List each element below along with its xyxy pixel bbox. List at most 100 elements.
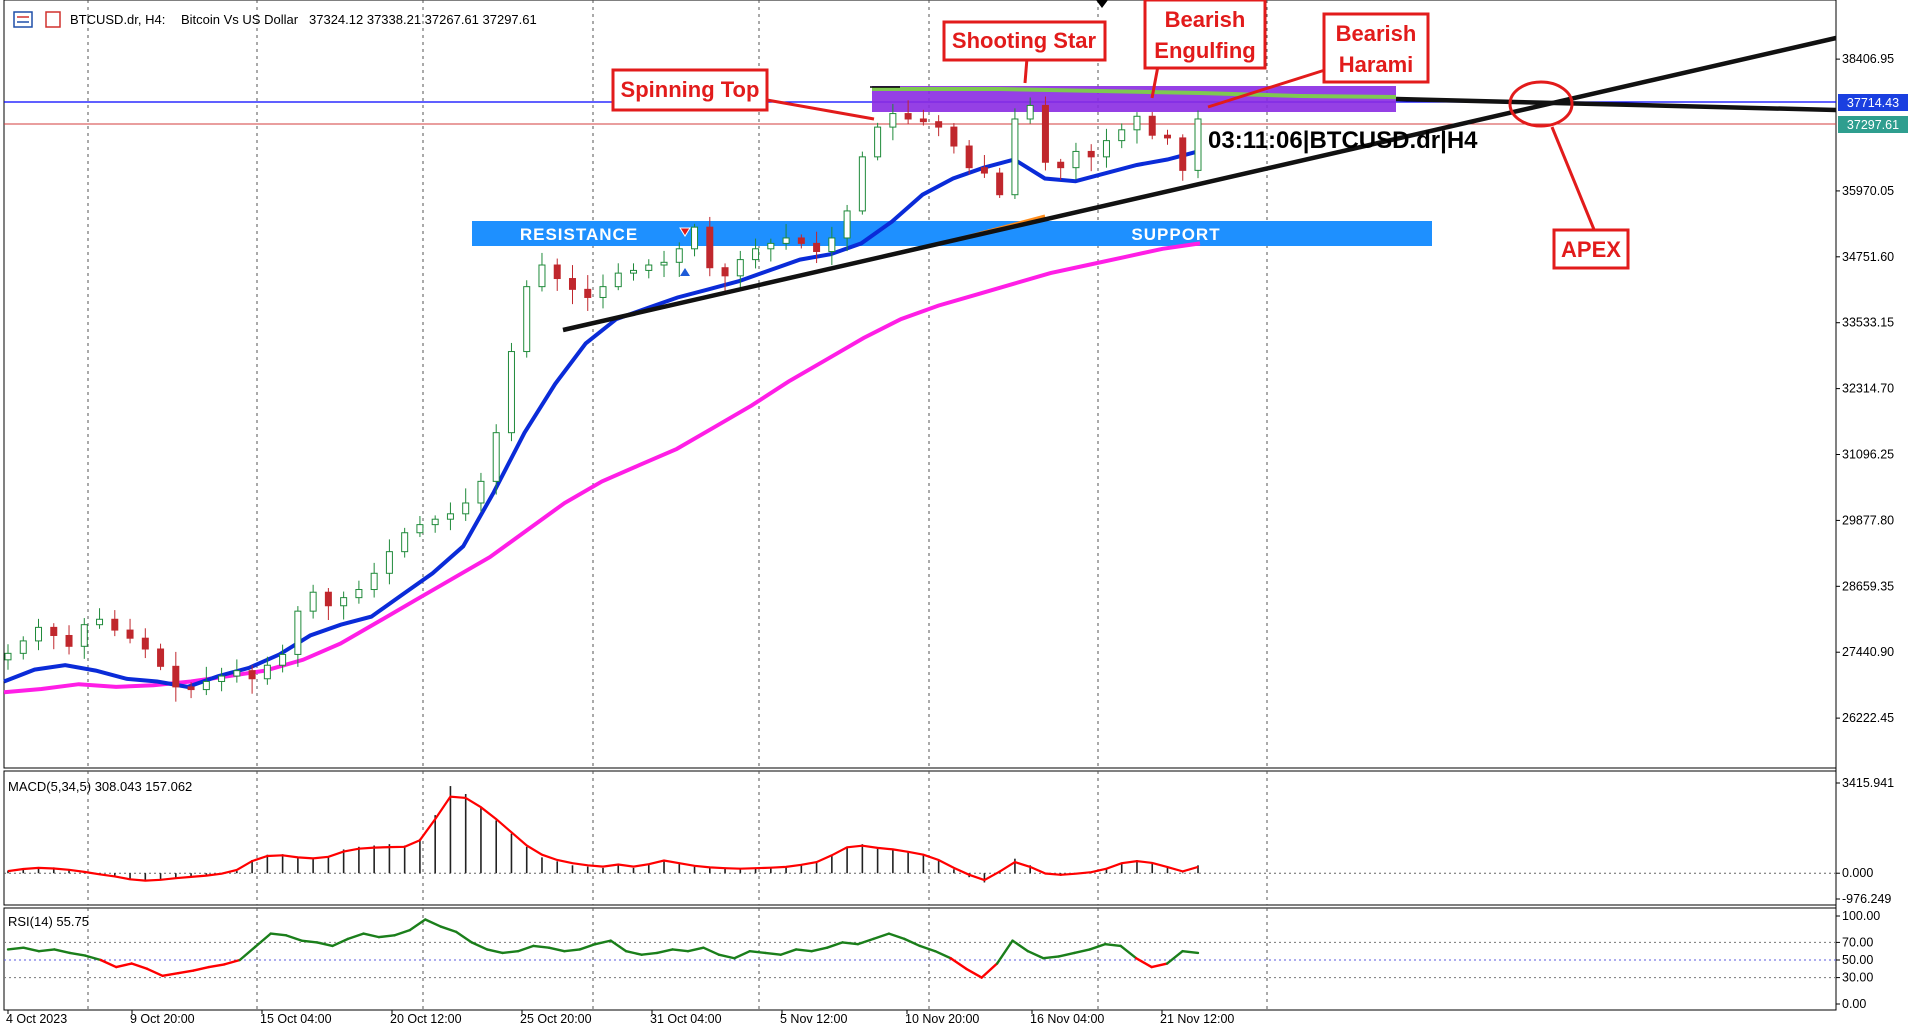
candle-body [1163, 134, 1171, 139]
candle-body [446, 513, 454, 520]
rsi-segment [393, 928, 412, 937]
candle-body [401, 532, 409, 553]
time-tick-label: 20 Oct 12:00 [390, 1012, 462, 1026]
spinning-top-annotation [611, 68, 769, 112]
candle-body [630, 269, 638, 274]
candle-body [1041, 104, 1049, 163]
macd-tick-label: 3415.941 [1842, 776, 1894, 790]
candle-body [35, 626, 43, 642]
spinning-top-pointer [766, 98, 875, 121]
rsi-segment [856, 937, 875, 946]
main-price-pane[interactable] [3, 0, 1837, 769]
candle-body [523, 286, 531, 353]
rsi-segment [1134, 957, 1153, 969]
rsi-segment [624, 950, 643, 956]
candle-body [187, 686, 195, 691]
candle-body [492, 432, 500, 482]
rsi-segment [207, 963, 226, 969]
candle-body [385, 551, 393, 574]
candle-body [65, 634, 73, 647]
rsi-segment [609, 939, 628, 953]
rsi-segment [903, 937, 922, 948]
macd-pane[interactable] [3, 770, 1837, 906]
rsi-tick-label: 50.00 [1842, 953, 1873, 967]
rsi-segment [1165, 950, 1184, 965]
time-tick-label: 25 Oct 20:00 [520, 1012, 592, 1026]
candle-countdown-label: 03:11:06|BTCUSD.dr|H4 [1208, 127, 1478, 154]
price-tick-label: 28659.35 [1842, 579, 1894, 593]
time-tick-label: 5 Nov 12:00 [780, 1012, 847, 1026]
rsi-segment [964, 967, 983, 979]
candle-body [1087, 150, 1095, 158]
candle-body [462, 502, 470, 515]
candle-body [172, 665, 180, 688]
rsi-segment [594, 939, 612, 946]
rsi-segment [176, 969, 195, 975]
candle-body [279, 653, 287, 666]
time-axis: 4 Oct 2023 9 Oct 20:00 15 Oct 04:00 20 Oct … [6, 1010, 1234, 1026]
candle-body [752, 248, 760, 261]
apex-pointer [1550, 126, 1597, 233]
time-tick-label: 16 Nov 04:00 [1030, 1012, 1104, 1026]
time-tick-label: 31 Oct 04:00 [650, 1012, 722, 1026]
rsi-segment [114, 962, 133, 969]
time-tick-label: 15 Oct 04:00 [260, 1012, 332, 1026]
candle-body [1194, 118, 1202, 171]
rsi-segment [300, 939, 319, 944]
rsi-segment [284, 934, 303, 942]
chart-window-icon[interactable] [13, 11, 33, 28]
candle-body [813, 242, 821, 252]
rsi-segment [640, 951, 659, 956]
candle-body [767, 242, 775, 250]
time-tick-label: 21 Nov 12:00 [1160, 1012, 1234, 1026]
rsi-segment [1073, 948, 1092, 955]
candle-body [263, 664, 271, 680]
rsi-segment [702, 946, 721, 956]
rsi-segment [145, 967, 164, 978]
candle-body [568, 278, 576, 290]
candle-body [340, 597, 348, 607]
spinning-top-label: Spinning Top [621, 77, 760, 102]
candle-body [1118, 129, 1126, 142]
rsi-segment [37, 948, 56, 953]
rsi-segment [362, 932, 381, 939]
ohlc-readout: 37324.12 37338.21 37267.61 37297.61 [309, 12, 537, 27]
macd-signal-line [7, 795, 1199, 882]
candle-body [1011, 118, 1019, 196]
rsi-label: RSI(14) 55.75 [8, 914, 89, 929]
candle-body [1102, 140, 1110, 158]
time-tick-label: 4 Oct 2023 [6, 1012, 67, 1026]
rsi-segment [424, 918, 442, 928]
candle-body [4, 652, 12, 661]
rsi-segment [1088, 942, 1107, 951]
rsi-segment [748, 950, 767, 955]
candle-body [858, 156, 866, 212]
candle-body [19, 640, 27, 654]
rising-trendline[interactable] [562, 35, 1837, 333]
rsi-segment [331, 937, 350, 948]
rsi-tick-label: 30.00 [1842, 971, 1873, 985]
blue-line-price-badge [1838, 94, 1908, 111]
rsi-axis: 100.00 70.00 50.00 30.00 0.00 [1836, 909, 1880, 1011]
candle-body [1072, 150, 1080, 169]
candle-body [614, 272, 622, 288]
support-label: SUPPORT [1131, 225, 1220, 244]
flat-trendline[interactable] [1395, 96, 1837, 113]
candle-body [1179, 137, 1187, 171]
apex-label: APEX [1561, 237, 1621, 262]
rsi-segment [547, 946, 566, 953]
rsi-segment [1119, 944, 1138, 960]
rsi-segment [1042, 955, 1061, 960]
rsi-segment [254, 932, 272, 948]
resistance-label: RESISTANCE [520, 225, 638, 244]
rsi-segment [733, 950, 752, 960]
rsi-pane[interactable] [3, 907, 1837, 1011]
rsi-segment [980, 962, 999, 979]
candle-body [645, 264, 653, 271]
rsi-tick-label: 70.00 [1842, 935, 1873, 949]
shooting-star-pointer [1023, 57, 1029, 84]
rsi-segment [825, 941, 844, 949]
rsi-segment [84, 954, 102, 962]
rsi-segment [269, 932, 288, 937]
